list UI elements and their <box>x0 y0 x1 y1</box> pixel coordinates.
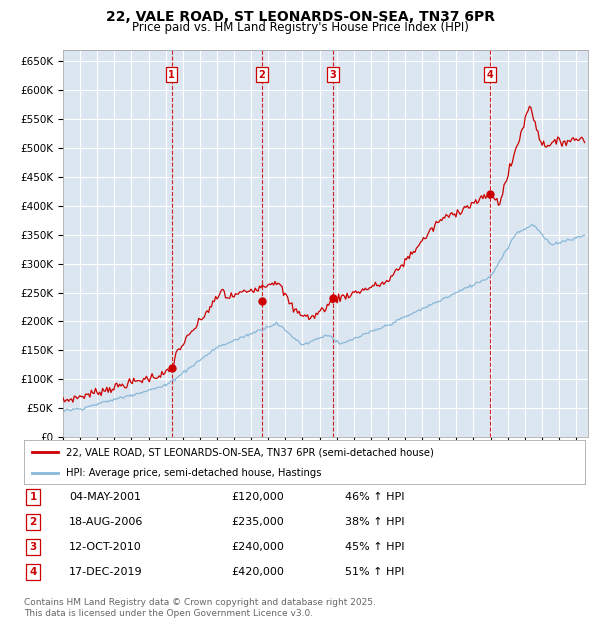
Text: 3: 3 <box>329 70 337 80</box>
Text: Contains HM Land Registry data © Crown copyright and database right 2025.
This d: Contains HM Land Registry data © Crown c… <box>24 598 376 618</box>
Text: 04-MAY-2001: 04-MAY-2001 <box>69 492 141 502</box>
Text: 46% ↑ HPI: 46% ↑ HPI <box>345 492 404 502</box>
Text: £240,000: £240,000 <box>231 542 284 552</box>
Text: HPI: Average price, semi-detached house, Hastings: HPI: Average price, semi-detached house,… <box>66 467 322 478</box>
Text: 4: 4 <box>29 567 37 577</box>
Text: 12-OCT-2010: 12-OCT-2010 <box>69 542 142 552</box>
Text: 2: 2 <box>29 517 37 527</box>
Text: 3: 3 <box>29 542 37 552</box>
Text: £120,000: £120,000 <box>231 492 284 502</box>
Text: Price paid vs. HM Land Registry's House Price Index (HPI): Price paid vs. HM Land Registry's House … <box>131 21 469 34</box>
Text: £235,000: £235,000 <box>231 517 284 527</box>
Text: 38% ↑ HPI: 38% ↑ HPI <box>345 517 404 527</box>
Text: 17-DEC-2019: 17-DEC-2019 <box>69 567 143 577</box>
Text: £420,000: £420,000 <box>231 567 284 577</box>
Text: 22, VALE ROAD, ST LEONARDS-ON-SEA, TN37 6PR (semi-detached house): 22, VALE ROAD, ST LEONARDS-ON-SEA, TN37 … <box>66 448 434 458</box>
Text: 22, VALE ROAD, ST LEONARDS-ON-SEA, TN37 6PR: 22, VALE ROAD, ST LEONARDS-ON-SEA, TN37 … <box>106 10 494 24</box>
Text: 2: 2 <box>259 70 265 80</box>
Text: 51% ↑ HPI: 51% ↑ HPI <box>345 567 404 577</box>
Text: 4: 4 <box>487 70 493 80</box>
Text: 1: 1 <box>29 492 37 502</box>
Text: 18-AUG-2006: 18-AUG-2006 <box>69 517 143 527</box>
Text: 45% ↑ HPI: 45% ↑ HPI <box>345 542 404 552</box>
Text: 1: 1 <box>168 70 175 80</box>
